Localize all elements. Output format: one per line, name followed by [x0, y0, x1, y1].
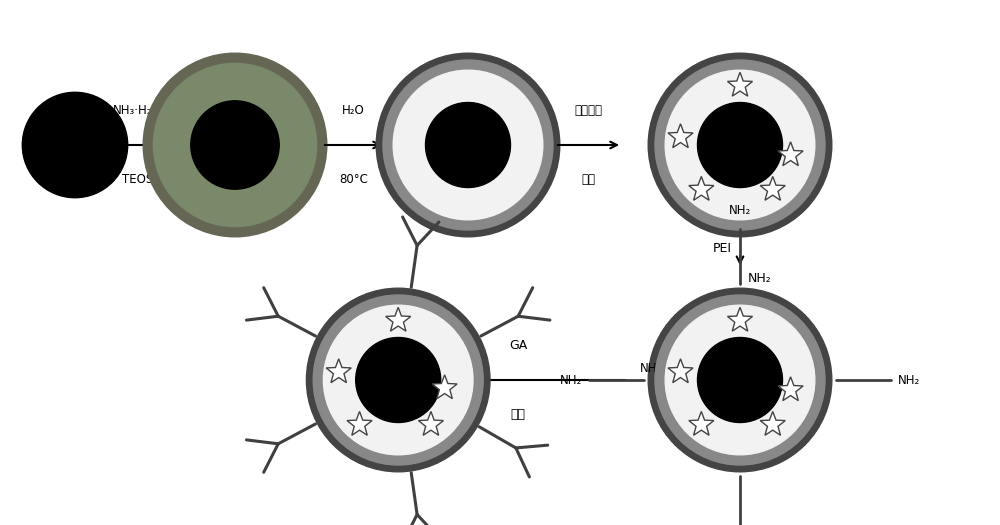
Circle shape [313, 295, 483, 465]
Text: GA: GA [509, 339, 527, 352]
Polygon shape [778, 142, 803, 166]
Polygon shape [760, 412, 785, 435]
Polygon shape [668, 124, 693, 148]
Circle shape [648, 53, 832, 237]
Circle shape [665, 70, 815, 220]
Circle shape [655, 60, 825, 230]
Circle shape [153, 64, 317, 227]
Polygon shape [326, 359, 351, 383]
Circle shape [323, 305, 473, 455]
Text: NH₃·H₂O: NH₃·H₂O [113, 104, 162, 117]
Polygon shape [727, 307, 753, 331]
Text: NH₂: NH₂ [559, 373, 582, 386]
Circle shape [191, 101, 279, 189]
Polygon shape [347, 412, 372, 435]
Circle shape [306, 288, 490, 472]
Text: NH₂: NH₂ [748, 271, 772, 285]
Text: PEI: PEI [713, 242, 732, 255]
Circle shape [665, 305, 815, 455]
Circle shape [648, 288, 832, 472]
Text: TEOS: TEOS [122, 173, 153, 186]
Circle shape [22, 92, 128, 198]
Text: NH₂: NH₂ [640, 362, 662, 374]
Text: 清洗: 清洗 [582, 173, 596, 186]
Text: 拉曼分子: 拉曼分子 [574, 104, 602, 117]
Circle shape [426, 102, 511, 187]
Text: 抗体: 抗体 [511, 408, 526, 421]
Polygon shape [727, 72, 753, 96]
Text: 80°C: 80°C [339, 173, 368, 186]
Circle shape [698, 102, 782, 187]
Polygon shape [432, 375, 457, 398]
Text: NH₂: NH₂ [729, 204, 751, 217]
Polygon shape [386, 307, 411, 331]
Polygon shape [689, 176, 714, 200]
Polygon shape [418, 412, 443, 435]
Circle shape [698, 338, 782, 423]
Polygon shape [668, 359, 693, 383]
Polygon shape [689, 412, 714, 435]
Text: NH₂: NH₂ [898, 373, 921, 386]
Circle shape [356, 338, 441, 423]
Polygon shape [760, 176, 785, 200]
Circle shape [143, 53, 327, 237]
Text: H₂O: H₂O [342, 104, 365, 117]
Polygon shape [778, 377, 803, 401]
Circle shape [655, 295, 825, 465]
Circle shape [393, 70, 543, 220]
Circle shape [383, 60, 553, 230]
Circle shape [376, 53, 560, 237]
